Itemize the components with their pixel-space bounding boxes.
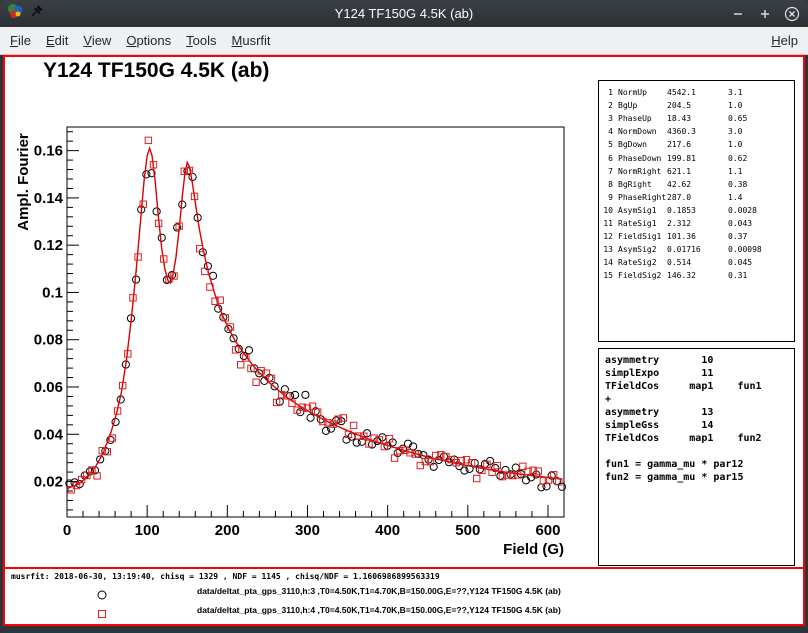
fourier-amplitude-plot[interactable]: 0 100 200 300 400 500 600 0.02 0.04 0.06 0.08 0.1 0.… <box>11 87 596 569</box>
svg-text:200: 200 <box>215 522 240 539</box>
circle-marker-icon <box>95 588 109 607</box>
menu-edit[interactable]: Edit <box>45 33 69 48</box>
close-button[interactable] <box>783 5 801 23</box>
param-row-PhaseUp: 3 PhaseUp 18.43 0.65 <box>608 114 748 124</box>
svg-text:0.12: 0.12 <box>34 237 63 254</box>
param-row-AsymSig2: 13 AsymSig2 0.01716 0.00098 <box>603 245 762 255</box>
param-row-BgDown: 5 BgDown 217.6 1.0 <box>608 140 743 150</box>
param-row-NormUp: 1 NormUp 4542.1 3.1 <box>608 88 743 98</box>
square-marker-icon <box>95 607 109 624</box>
svg-text:0.1: 0.1 <box>42 284 63 301</box>
data-series-h4 <box>67 136 563 494</box>
svg-text:0.08: 0.08 <box>34 332 63 349</box>
menu-view[interactable]: View <box>83 33 112 48</box>
svg-text:100: 100 <box>135 522 160 539</box>
legend-label: data/deltat_pta_gps_3110,h:3 ,T0=4.50K,T… <box>197 586 561 596</box>
legend-row-square: data/deltat_pta_gps_3110,h:4 ,T0=4.50K,T… <box>5 605 803 624</box>
menu-file[interactable]: File <box>10 33 31 48</box>
pin-icon <box>30 4 44 23</box>
maximize-button[interactable] <box>756 5 774 23</box>
svg-text:0.04: 0.04 <box>34 426 64 443</box>
svg-text:0.14: 0.14 <box>34 190 64 207</box>
legend: data/deltat_pta_gps_3110,h:3 ,T0=4.50K,T… <box>5 586 803 624</box>
fit-line <box>66 146 563 490</box>
svg-text:0.02: 0.02 <box>34 474 63 491</box>
titlebar[interactable]: Y124 TF150G 4.5K (ab) <box>0 0 808 27</box>
menubar: File Edit View Options Tools Musrfit Help <box>0 27 808 55</box>
minimize-button[interactable] <box>729 5 747 23</box>
window-title: Y124 TF150G 4.5K (ab) <box>334 6 474 21</box>
menu-help[interactable]: Help <box>771 33 798 48</box>
plot-title: Y124 TF150G 4.5K (ab) <box>43 59 270 82</box>
svg-text:300: 300 <box>295 522 320 539</box>
menu-options[interactable]: Options <box>126 33 172 48</box>
param-row-RateSig1: 11 RateSig1 2.312 0.043 <box>603 218 753 228</box>
param-row-AsymSig1: 10 AsymSig1 0.1853 0.0028 <box>603 205 757 215</box>
svg-text:500: 500 <box>455 522 480 539</box>
plot-axes: 0 100 200 300 400 500 600 0.02 0.04 0.06 0.08 0.1 0.… <box>15 126 565 558</box>
svg-text:400: 400 <box>375 522 400 539</box>
param-row-RateSig2: 14 RateSig2 0.514 0.045 <box>603 258 753 268</box>
theory-function-box: asymmetry 10 simplExpo 11 TFieldCos map1… <box>598 348 795 566</box>
pad-divider <box>5 567 803 569</box>
fit-statistics-line: musrfit: 2018-06-30, 13:19:40, chisq = 1… <box>11 572 440 581</box>
x-axis-label: Field (G) <box>503 541 564 558</box>
menu-tools[interactable]: Tools <box>186 33 217 48</box>
param-row-NormRight: 7 NormRight 621.1 1.1 <box>608 166 743 176</box>
param-row-FieldSig1: 12 FieldSig1 101.36 0.37 <box>603 232 748 242</box>
param-row-FieldSig2: 15 FieldSig2 146.32 0.31 <box>603 271 748 281</box>
y-axis-label: Ampl. Fourier <box>15 133 32 231</box>
root-canvas[interactable]: Y124 TF150G 4.5K (ab) 0 100 200 300 400 500 60… <box>3 55 805 626</box>
app-icon <box>7 3 23 24</box>
param-row-PhaseRight: 9 PhaseRight 287.0 1.4 <box>608 192 743 202</box>
param-row-NormDown: 4 NormDown 4360.3 3.0 <box>608 127 743 137</box>
param-row-BgUp: 2 BgUp 204.5 1.0 <box>608 101 743 111</box>
menu-musrfit[interactable]: Musrfit <box>231 33 271 48</box>
svg-text:600: 600 <box>535 522 560 539</box>
legend-label: data/deltat_pta_gps_3110,h:4 ,T0=4.50K,T… <box>197 605 561 615</box>
param-row-BgRight: 8 BgRight 42.62 0.38 <box>608 179 748 189</box>
fit-parameters-box: 1 NormUp 4542.1 3.1 2 BgUp 204.5 1.0 3 PhaseUp 18.… <box>598 80 795 342</box>
svg-text:0.06: 0.06 <box>34 379 63 396</box>
svg-text:0.16: 0.16 <box>34 143 63 160</box>
legend-row-circle: data/deltat_pta_gps_3110,h:3 ,T0=4.50K,T… <box>5 586 803 605</box>
theory-text: asymmetry 10 simplExpo 11 TFieldCos map1… <box>605 355 762 483</box>
param-row-PhaseDown: 6 PhaseDown 199.81 0.62 <box>608 153 748 163</box>
svg-text:0: 0 <box>63 522 71 539</box>
